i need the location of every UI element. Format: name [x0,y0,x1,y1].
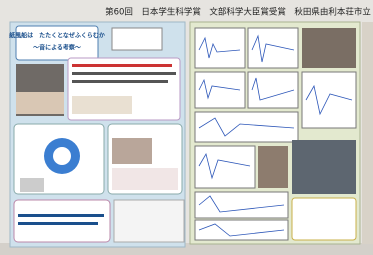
photo-experiment [302,28,356,68]
graph-panel [248,28,298,68]
next-board [362,22,373,244]
text-line [72,64,172,67]
graph-panel [302,72,356,128]
photo-setup [258,146,288,188]
page: {"banner": {"text": "第60回 日本学生科学賞 文部科学大臣… [0,0,373,255]
poster-title: 紙風船は たたくとなぜふくらむか [9,32,105,40]
summary-panel [14,200,110,242]
left-poster: 紙風船は たたくとなぜふくらむか ～音による考察～ [9,22,185,247]
photo: 第60回 日本学生科学賞 文部科学大臣賞受賞 秋田県由利本荘市立 紙風船は たた… [0,0,373,255]
note-sheet [114,200,184,242]
photo-small [20,178,44,192]
graph-panel [195,220,288,240]
banner-text: 第60回 日本学生科学賞 文部科学大臣賞受賞 秋田県由利本荘市立 [105,7,371,18]
name-card [112,28,162,50]
text-line [18,214,104,217]
photo-student [292,140,356,194]
pie-hole [53,147,71,165]
table-result [112,168,178,190]
graph-panel [195,146,255,188]
graph-panel [195,28,245,68]
text-line [72,72,176,75]
text-line [18,222,98,225]
photo-result [112,138,152,164]
text-line [72,80,168,83]
photo-balloon [72,96,132,114]
photo-detail [16,92,64,114]
graph-panel [195,192,288,218]
poster-subtitle: ～音による考察～ [33,44,81,52]
right-poster [190,22,360,244]
title-box [16,26,98,60]
conclusion-panel [292,198,356,240]
graph-panel [248,72,298,108]
